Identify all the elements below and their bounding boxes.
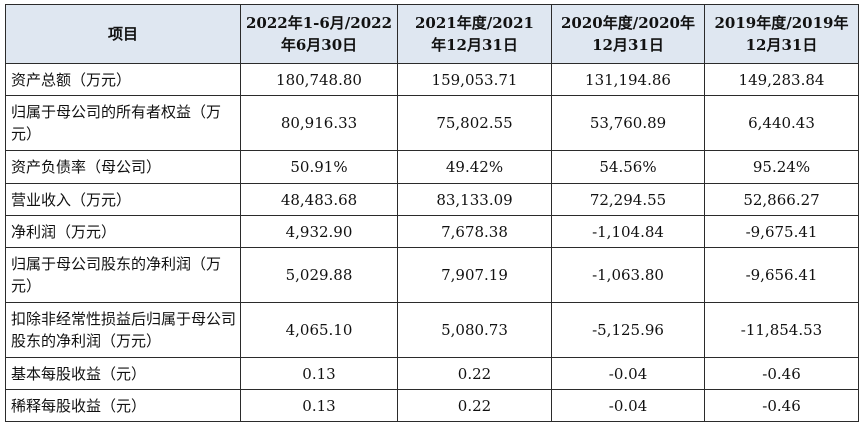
table-row: 营业收入（万元） 48,483.68 83,133.09 72,294.55 5…: [5, 183, 859, 216]
table-cell: 7,678.38: [397, 215, 552, 248]
table-cell: 72,294.55: [551, 183, 705, 216]
header-period-line1: 2022年1-6月/2022: [245, 14, 393, 32]
row-label: 资产总额（万元）: [5, 63, 241, 96]
financial-summary-table-container: 项目 2022年1-6月/2022 年6月30日 2021年度/2021 年12…: [5, 4, 859, 422]
table-row: 资产总额（万元） 180,748.80 159,053.71 131,194.8…: [5, 63, 859, 96]
table-cell: 6,440.43: [704, 95, 859, 151]
row-label: 资产负债率（母公司）: [5, 150, 241, 184]
table-cell: 83,133.09: [397, 183, 552, 216]
table-cell: 48,483.68: [240, 183, 398, 216]
table-row: 稀释每股收益（元） 0.13 0.22 -0.04 -0.46: [5, 389, 859, 422]
table-cell: 50.91%: [240, 150, 398, 184]
table-cell: -9,675.41: [704, 215, 859, 248]
financial-summary-table: 项目 2022年1-6月/2022 年6月30日 2021年度/2021 年12…: [5, 4, 859, 422]
table-cell: -0.04: [551, 357, 705, 390]
table-header: 项目 2022年1-6月/2022 年6月30日 2021年度/2021 年12…: [5, 4, 859, 64]
header-period-2022h1: 2022年1-6月/2022 年6月30日: [240, 4, 398, 64]
table-cell: 159,053.71: [397, 63, 552, 96]
row-label: 扣除非经常性损益后归属于母公司股东的净利润（万元）: [5, 302, 241, 358]
table-cell: -0.04: [551, 389, 705, 422]
table-row: 归属于母公司股东的净利润（万元） 5,029.88 7,907.19 -1,06…: [5, 247, 859, 303]
header-period-line1: 2020年度/2020年: [561, 14, 695, 32]
header-row: 项目 2022年1-6月/2022 年6月30日 2021年度/2021 年12…: [5, 4, 859, 64]
header-period-line1: 2021年度/2021: [415, 14, 534, 32]
row-label: 稀释每股收益（元）: [5, 389, 241, 422]
table-cell: 5,080.73: [397, 302, 552, 358]
table-cell: 149,283.84: [704, 63, 859, 96]
table-row: 净利润（万元） 4,932.90 7,678.38 -1,104.84 -9,6…: [5, 215, 859, 248]
header-period-2019: 2019年度/2019年 12月31日: [704, 4, 859, 64]
table-cell: 7,907.19: [397, 247, 552, 303]
table-cell: -5,125.96: [551, 302, 705, 358]
header-period-line2: 年12月31日: [431, 36, 518, 54]
table-cell: 49.42%: [397, 150, 552, 184]
table-cell: 53,760.89: [551, 95, 705, 151]
header-period-line1: 2019年度/2019年: [714, 14, 849, 32]
row-label: 归属于母公司股东的净利润（万元）: [5, 247, 241, 303]
header-item: 项目: [5, 4, 241, 64]
table-cell: 4,932.90: [240, 215, 398, 248]
table-row: 资产负债率（母公司） 50.91% 49.42% 54.56% 95.24%: [5, 150, 859, 184]
table-cell: -0.46: [704, 389, 859, 422]
table-row: 扣除非经常性损益后归属于母公司股东的净利润（万元） 4,065.10 5,080…: [5, 302, 859, 358]
table-cell: 75,802.55: [397, 95, 552, 151]
table-cell: 52,866.27: [704, 183, 859, 216]
table-cell: -1,104.84: [551, 215, 705, 248]
table-row: 归属于母公司的所有者权益（万元） 80,916.33 75,802.55 53,…: [5, 95, 859, 151]
table-cell: -1,063.80: [551, 247, 705, 303]
header-period-line2: 12月31日: [592, 36, 664, 54]
table-row: 基本每股收益（元） 0.13 0.22 -0.04 -0.46: [5, 357, 859, 390]
header-item-label: 项目: [107, 25, 138, 43]
table-cell: 0.13: [240, 357, 398, 390]
table-body: 资产总额（万元） 180,748.80 159,053.71 131,194.8…: [5, 63, 859, 422]
table-cell: 4,065.10: [240, 302, 398, 358]
header-period-line2: 年6月30日: [280, 36, 358, 54]
table-cell: 5,029.88: [240, 247, 398, 303]
table-cell: 0.22: [397, 389, 552, 422]
row-label: 基本每股收益（元）: [5, 357, 241, 390]
table-cell: 180,748.80: [240, 63, 398, 96]
row-label: 净利润（万元）: [5, 215, 241, 248]
table-cell: 80,916.33: [240, 95, 398, 151]
table-cell: 0.13: [240, 389, 398, 422]
header-period-2021: 2021年度/2021 年12月31日: [397, 4, 552, 64]
header-period-line2: 12月31日: [745, 36, 818, 54]
table-cell: 0.22: [397, 357, 552, 390]
table-cell: -0.46: [704, 357, 859, 390]
header-period-2020: 2020年度/2020年 12月31日: [551, 4, 705, 64]
table-cell: -9,656.41: [704, 247, 859, 303]
table-cell: 54.56%: [551, 150, 705, 184]
row-label: 营业收入（万元）: [5, 183, 241, 216]
table-cell: 131,194.86: [551, 63, 705, 96]
table-cell: -11,854.53: [704, 302, 859, 358]
row-label: 归属于母公司的所有者权益（万元）: [5, 95, 241, 151]
table-cell: 95.24%: [704, 150, 859, 184]
